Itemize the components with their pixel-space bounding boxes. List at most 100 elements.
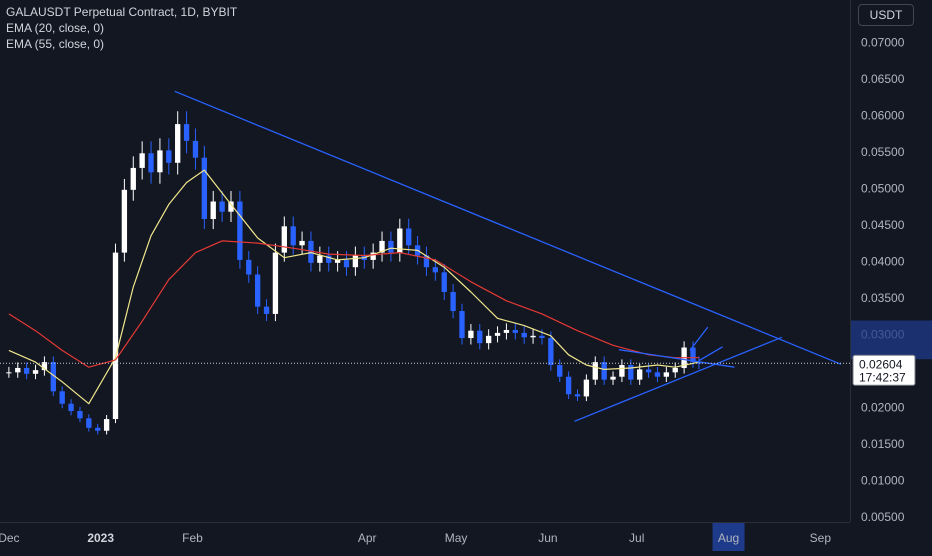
time-scale-svg: Dec 2023 Feb Apr May Jun Jul Aug Sep bbox=[0, 523, 832, 551]
candle bbox=[503, 323, 510, 340]
candle bbox=[112, 243, 119, 424]
candle-body bbox=[183, 124, 190, 141]
candle bbox=[521, 326, 527, 344]
time-tick-label: Dec bbox=[0, 531, 20, 545]
candle bbox=[317, 246, 323, 272]
price-tick-label: 0.05000 bbox=[861, 181, 905, 195]
candle-body bbox=[450, 292, 456, 312]
candle bbox=[406, 218, 412, 255]
candle bbox=[565, 371, 572, 400]
time-tick-label: Jun bbox=[538, 531, 557, 545]
candle-body bbox=[388, 240, 394, 253]
candle-body bbox=[406, 228, 412, 246]
countdown-label: 17:42:37 bbox=[859, 370, 906, 384]
time-tick-label: Jul bbox=[629, 531, 644, 545]
candle-body bbox=[210, 201, 216, 220]
candle bbox=[41, 356, 48, 376]
candle-body bbox=[50, 362, 56, 392]
candle-body bbox=[548, 338, 554, 366]
triangle-lower-line bbox=[574, 336, 783, 422]
symbol-title[interactable]: GALAUSDT Perpetual Contract, 1D, BYBIT bbox=[6, 5, 238, 19]
candle bbox=[352, 246, 359, 276]
candle-body bbox=[175, 124, 181, 163]
candle bbox=[139, 141, 145, 180]
candle bbox=[696, 356, 702, 370]
candle bbox=[68, 399, 74, 416]
candle-body bbox=[512, 329, 518, 333]
candle bbox=[574, 389, 581, 402]
candle bbox=[254, 266, 261, 315]
candle bbox=[281, 216, 287, 262]
price-range-highlight bbox=[851, 320, 932, 360]
candle-body bbox=[379, 240, 385, 253]
candle bbox=[397, 218, 403, 262]
candle bbox=[379, 231, 385, 262]
candle-body bbox=[672, 367, 678, 373]
currency-button[interactable]: USDT bbox=[858, 4, 914, 26]
price-scale-svg: 0.07000 0.06500 0.06000 0.05500 0.05000 0.045… bbox=[851, 35, 932, 524]
candle-body bbox=[334, 259, 341, 263]
candle-body bbox=[565, 376, 572, 395]
time-tick-label: May bbox=[445, 531, 468, 545]
candle bbox=[299, 231, 305, 255]
candle bbox=[494, 326, 501, 343]
candle-body bbox=[68, 403, 74, 412]
candle-body bbox=[281, 226, 287, 253]
chart-area[interactable] bbox=[0, 0, 850, 522]
candle bbox=[59, 386, 65, 409]
candle bbox=[175, 111, 181, 175]
candle bbox=[183, 111, 190, 154]
candle-body bbox=[370, 252, 376, 260]
candle bbox=[219, 190, 225, 222]
candle bbox=[459, 303, 465, 345]
candle bbox=[583, 374, 590, 402]
candle bbox=[32, 364, 39, 380]
candle-body bbox=[103, 419, 110, 431]
candle-body bbox=[237, 201, 243, 260]
candle bbox=[121, 178, 128, 262]
candle-body bbox=[583, 379, 590, 397]
candle-body bbox=[343, 259, 350, 268]
price-chart[interactable] bbox=[0, 0, 850, 522]
price-tick-label: 0.06500 bbox=[861, 72, 905, 86]
candle-body bbox=[494, 332, 501, 336]
candle bbox=[50, 356, 56, 397]
candle-body bbox=[317, 255, 323, 263]
candle bbox=[468, 324, 474, 345]
time-tick-label: Feb bbox=[182, 531, 203, 545]
candle-body bbox=[352, 255, 359, 268]
price-scale[interactable]: 0.07000 0.06500 0.06000 0.05500 0.05000 0.045… bbox=[850, 0, 932, 524]
candle-body bbox=[663, 372, 670, 377]
candle-body bbox=[15, 367, 21, 373]
time-scale[interactable]: Dec 2023 Feb Apr May Jun Jul Aug Sep bbox=[0, 522, 850, 551]
time-tick-label: Aug bbox=[718, 531, 739, 545]
candle-body bbox=[32, 370, 39, 374]
candle-body bbox=[59, 391, 65, 404]
candle bbox=[157, 138, 163, 184]
price-tick-label: 0.01000 bbox=[861, 473, 905, 487]
candle bbox=[548, 331, 554, 371]
time-tick-label: Sep bbox=[810, 531, 832, 545]
candle-body bbox=[326, 255, 332, 263]
candle bbox=[423, 246, 430, 276]
candle-body bbox=[95, 427, 101, 431]
candle bbox=[272, 243, 279, 322]
ema55-legend[interactable]: EMA (55, close, 0) bbox=[6, 37, 105, 51]
candle-body bbox=[272, 252, 279, 314]
candle-body bbox=[468, 330, 474, 339]
candle-body bbox=[219, 201, 225, 212]
candle bbox=[103, 415, 110, 435]
projection-spike bbox=[689, 326, 709, 351]
candle bbox=[23, 362, 30, 380]
descending-trendline bbox=[174, 90, 842, 365]
candle bbox=[192, 128, 199, 170]
candle-body bbox=[308, 240, 314, 263]
candle bbox=[530, 329, 536, 344]
candle bbox=[663, 366, 670, 383]
candle-body bbox=[139, 153, 145, 168]
ema20-legend[interactable]: EMA (20, close, 0) bbox=[6, 21, 105, 35]
candle bbox=[86, 414, 92, 432]
candle-body bbox=[690, 347, 696, 363]
candles-group bbox=[6, 111, 702, 435]
candle bbox=[228, 190, 234, 222]
